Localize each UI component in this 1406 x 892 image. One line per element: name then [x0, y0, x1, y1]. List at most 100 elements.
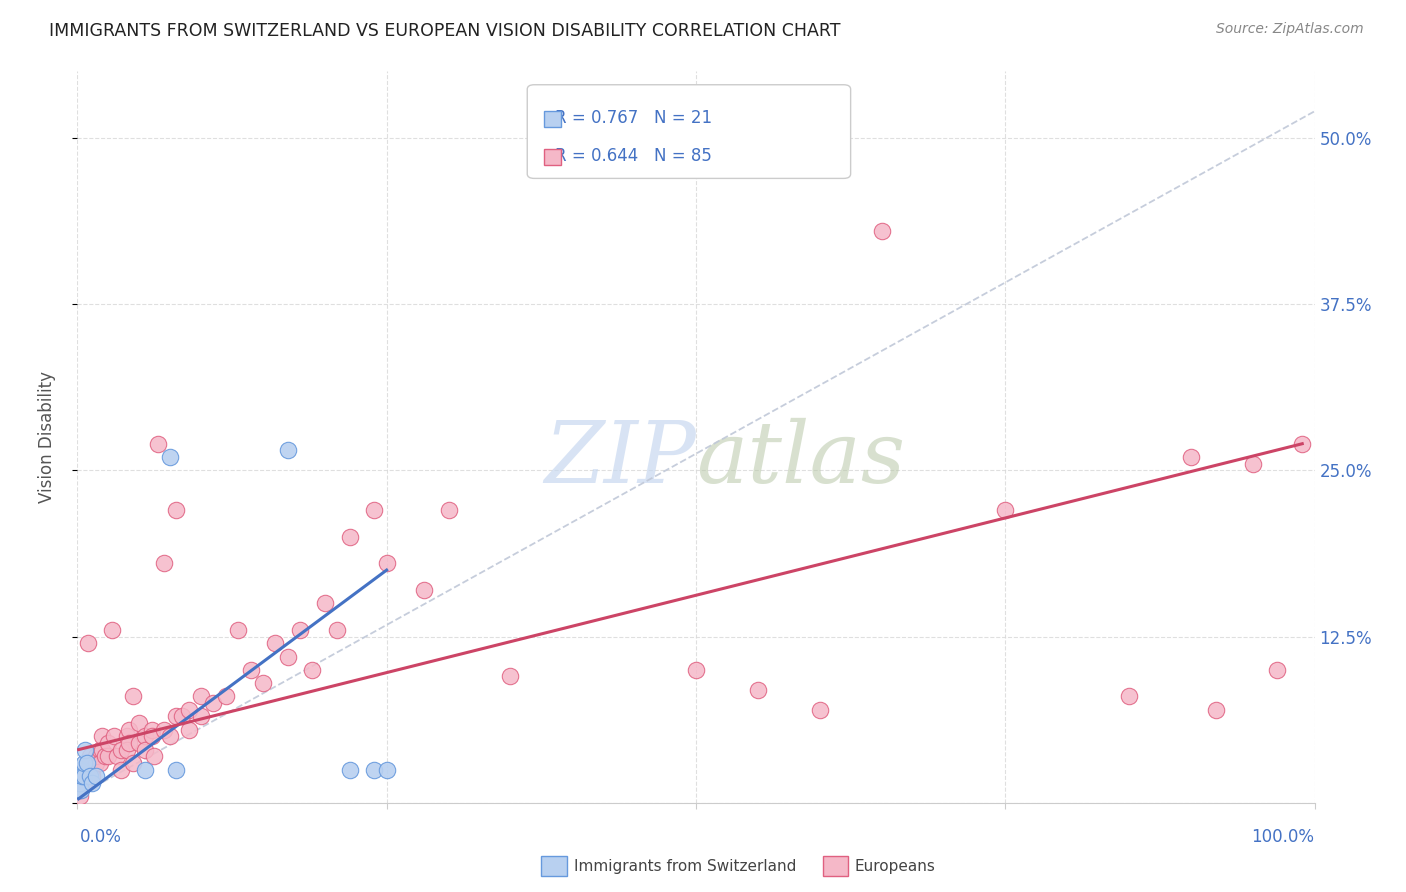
Point [301, 663, 323, 677]
Point [159, 729, 181, 743]
Text: 100.0%: 100.0% [1251, 828, 1315, 846]
Point [165, 503, 187, 517]
Point [103, 729, 125, 743]
Point [70, 782, 93, 797]
Point [110, 742, 132, 756]
Point [67, 776, 90, 790]
Point [363, 763, 385, 777]
Point [72, 776, 94, 790]
Point [76, 756, 98, 770]
Point [82, 769, 104, 783]
Point [115, 742, 138, 756]
Point [141, 723, 163, 737]
Point [75, 763, 97, 777]
Point [239, 663, 262, 677]
Point [79, 769, 101, 783]
Point [72, 769, 94, 783]
Point [288, 623, 311, 637]
Point [747, 682, 769, 697]
Point [69, 789, 91, 804]
Point [177, 723, 200, 737]
Point [264, 636, 287, 650]
Point [73, 769, 96, 783]
Point [177, 703, 200, 717]
Point [128, 736, 150, 750]
Text: 0.0%: 0.0% [80, 828, 122, 846]
Point [134, 742, 156, 756]
Point [437, 503, 460, 517]
Point [110, 763, 132, 777]
Point [82, 763, 104, 777]
Point [69, 782, 91, 797]
Point [69, 763, 91, 777]
Point [77, 636, 100, 650]
Point [143, 749, 166, 764]
Point [1205, 703, 1227, 717]
Point [499, 669, 522, 683]
Point [685, 663, 707, 677]
Point [277, 649, 299, 664]
Point [172, 709, 194, 723]
Point [314, 596, 336, 610]
Point [73, 742, 96, 756]
Point [375, 763, 398, 777]
Point [122, 756, 145, 770]
Point [91, 742, 114, 756]
Point [67, 782, 90, 797]
Point [134, 763, 156, 777]
Point [412, 582, 434, 597]
Y-axis label: Vision Disability: Vision Disability [38, 371, 56, 503]
Text: atlas: atlas [696, 417, 905, 500]
Point [69, 776, 91, 790]
Point [1267, 663, 1289, 677]
Text: Europeans: Europeans [855, 859, 936, 873]
Point [339, 763, 361, 777]
Text: R = 0.767   N = 21: R = 0.767 N = 21 [555, 109, 713, 127]
Point [252, 676, 274, 690]
Point [89, 756, 111, 770]
Point [91, 729, 114, 743]
Point [215, 690, 238, 704]
Point [226, 623, 249, 637]
Point [1241, 457, 1264, 471]
Text: R = 0.644   N = 85: R = 0.644 N = 85 [555, 147, 713, 165]
Point [70, 769, 93, 783]
Point [375, 557, 398, 571]
Point [115, 729, 138, 743]
Point [84, 749, 107, 764]
Point [1180, 450, 1202, 464]
Point [76, 756, 98, 770]
Point [72, 756, 94, 770]
Point [190, 709, 212, 723]
Text: Source: ZipAtlas.com: Source: ZipAtlas.com [1216, 22, 1364, 37]
Point [165, 709, 187, 723]
Point [870, 224, 893, 238]
Point [1291, 436, 1313, 450]
Point [153, 723, 176, 737]
Point [101, 623, 124, 637]
Point [67, 782, 90, 797]
Point [277, 443, 299, 458]
Point [165, 763, 187, 777]
Point [339, 530, 361, 544]
Point [67, 776, 90, 790]
Text: ZIP: ZIP [544, 417, 696, 500]
Point [105, 749, 128, 764]
Point [326, 623, 349, 637]
Point [97, 749, 120, 764]
Point [72, 763, 94, 777]
Point [82, 776, 104, 790]
Point [118, 723, 141, 737]
Text: IMMIGRANTS FROM SWITZERLAND VS EUROPEAN VISION DISABILITY CORRELATION CHART: IMMIGRANTS FROM SWITZERLAND VS EUROPEAN … [49, 22, 841, 40]
Point [994, 503, 1017, 517]
Point [202, 696, 225, 710]
Point [141, 729, 163, 743]
Point [159, 450, 181, 464]
Point [128, 716, 150, 731]
Point [363, 503, 385, 517]
Point [190, 690, 212, 704]
Point [118, 736, 141, 750]
Point [134, 729, 156, 743]
Point [122, 690, 145, 704]
Point [79, 756, 101, 770]
